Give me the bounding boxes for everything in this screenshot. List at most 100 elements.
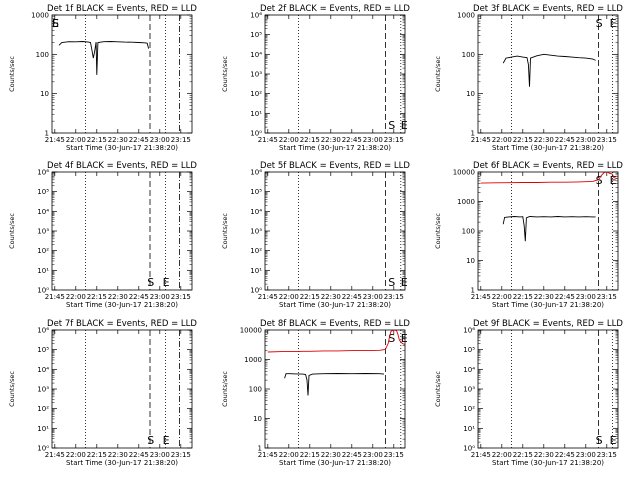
panel-title: Det 5f BLACK = Events, RED = LLD xyxy=(260,161,410,171)
x-tick-label: 21:45 xyxy=(45,293,65,301)
y-tick-label: 1000 xyxy=(244,356,262,364)
y-tick-label: 10⁶ xyxy=(250,169,262,177)
y-axis-label: Counts/sec xyxy=(434,371,442,407)
y-tick-label: 10¹ xyxy=(250,110,262,118)
y-tick-label: 10² xyxy=(37,405,49,413)
x-tick-label: 22:45 xyxy=(555,451,575,459)
x-axis-label: Start Time (30-Jun-17 21:38:20) xyxy=(66,301,178,309)
x-tick-label: 22:00 xyxy=(66,136,86,144)
x-tick-label: 22:15 xyxy=(513,136,533,144)
x-tick-label: 22:00 xyxy=(66,451,86,459)
y-tick-label: 10⁵ xyxy=(463,346,475,354)
plot-frame xyxy=(477,171,619,291)
panel-title: Det 3f BLACK = Events, RED = LLD xyxy=(473,4,623,14)
panel-title: Det 9f BLACK = Events, RED = LLD xyxy=(473,319,623,329)
y-tick-label: 10⁴ xyxy=(37,366,49,374)
y-tick-label: 10⁶ xyxy=(37,327,49,335)
x-tick-label: 22:15 xyxy=(300,293,320,301)
series-events-line xyxy=(502,216,596,242)
y-tick-label: 10³ xyxy=(250,228,262,236)
plot-frame xyxy=(51,329,193,449)
x-tick-label: 22:45 xyxy=(342,293,362,301)
y-tick-label: 1000 xyxy=(457,12,475,20)
y-tick-label: 10¹ xyxy=(37,425,49,433)
x-tick-label: 22:30 xyxy=(321,293,341,301)
panel-det-6: Det 6f BLACK = Events, RED = LLD 21:45 22:… xyxy=(434,161,623,309)
x-tick-label: 22:15 xyxy=(513,451,533,459)
panel-title: Det 6f BLACK = Events, RED = LLD xyxy=(473,161,623,171)
x-tick-label: 21:45 xyxy=(258,451,278,459)
x-tick-label: 22:00 xyxy=(279,293,299,301)
y-tick-label: 10² xyxy=(250,90,262,98)
y-tick-label: 10⁰ xyxy=(37,287,49,295)
x-tick-label: 23:15 xyxy=(597,136,617,144)
x-tick-label: 23:00 xyxy=(363,293,383,301)
y-tick-label: 100 xyxy=(462,228,475,236)
plot-frame xyxy=(264,329,406,449)
y-tick-label: 100 xyxy=(462,51,475,59)
x-tick-label: 22:45 xyxy=(342,451,362,459)
y-tick-label: 100 xyxy=(36,51,49,59)
x-tick-label: 22:15 xyxy=(300,451,320,459)
x-tick-label: 23:15 xyxy=(384,451,404,459)
y-axis-label: Counts/sec xyxy=(8,56,16,92)
y-tick-label: 10⁴ xyxy=(250,208,262,216)
x-tick-label: 21:45 xyxy=(45,451,65,459)
y-tick-label: 10⁶ xyxy=(37,169,49,177)
panel-title: Det 1f BLACK = Events, RED = LLD xyxy=(47,4,197,14)
x-tick-label: 23:00 xyxy=(576,136,596,144)
y-tick-label: 1 xyxy=(45,130,49,138)
x-tick-label: 23:00 xyxy=(150,451,170,459)
x-axis-label: Start Time (30-Jun-17 21:38:20) xyxy=(279,301,391,309)
x-tick-label: 22:45 xyxy=(129,451,149,459)
y-tick-label: 10³ xyxy=(37,386,49,394)
y-tick-label: 10² xyxy=(37,247,49,255)
panel-det-3: Det 3f BLACK = Events, RED = LLD 21:45 22:… xyxy=(434,4,623,152)
y-axis-label: Counts/sec xyxy=(221,371,229,407)
marker-start: S xyxy=(596,17,603,30)
y-tick-label: 10³ xyxy=(37,228,49,236)
y-tick-label: 1000 xyxy=(457,198,475,206)
x-tick-label: 22:45 xyxy=(129,293,149,301)
y-tick-label: 10000 xyxy=(240,327,262,335)
y-tick-label: 1000 xyxy=(31,12,49,20)
marker-end: E xyxy=(163,276,170,289)
plot-frame xyxy=(264,171,406,291)
y-tick-label: 1 xyxy=(471,287,475,295)
x-tick-label: 23:15 xyxy=(171,451,191,459)
marker-end: E xyxy=(401,332,408,345)
x-tick-label: 23:00 xyxy=(150,136,170,144)
x-tick-label: 22:30 xyxy=(534,451,554,459)
x-tick-label: 23:15 xyxy=(171,293,191,301)
y-tick-label: 10 xyxy=(466,257,475,265)
y-tick-label: 10 xyxy=(40,90,49,98)
y-tick-label: 10⁰ xyxy=(250,287,262,295)
marker-end: E xyxy=(163,434,170,447)
marker-start: S xyxy=(596,174,603,187)
y-tick-label: 10⁵ xyxy=(37,188,49,196)
x-tick-label: 22:00 xyxy=(279,136,299,144)
y-tick-label: 10¹ xyxy=(250,267,262,275)
x-tick-label: 22:45 xyxy=(555,293,575,301)
x-axis-label: Start Time (30-Jun-17 21:38:20) xyxy=(492,459,604,467)
y-axis-label: Counts/sec xyxy=(8,371,16,407)
x-tick-label: 21:45 xyxy=(471,136,491,144)
y-tick-label: 10 xyxy=(253,415,262,423)
plot-frame xyxy=(51,171,193,291)
x-tick-label: 21:45 xyxy=(471,293,491,301)
series-events-line xyxy=(502,53,596,87)
x-tick-label: 23:15 xyxy=(171,136,191,144)
marker-start: S xyxy=(388,276,395,289)
x-tick-label: 23:15 xyxy=(384,136,404,144)
marker-start: S xyxy=(147,276,154,289)
series-events-line xyxy=(58,41,150,75)
x-tick-label: 22:30 xyxy=(534,136,554,144)
y-tick-label: 10000 xyxy=(453,169,475,177)
y-tick-label: 10 xyxy=(466,90,475,98)
x-tick-label: 22:30 xyxy=(534,293,554,301)
y-axis-label: Counts/sec xyxy=(434,56,442,92)
